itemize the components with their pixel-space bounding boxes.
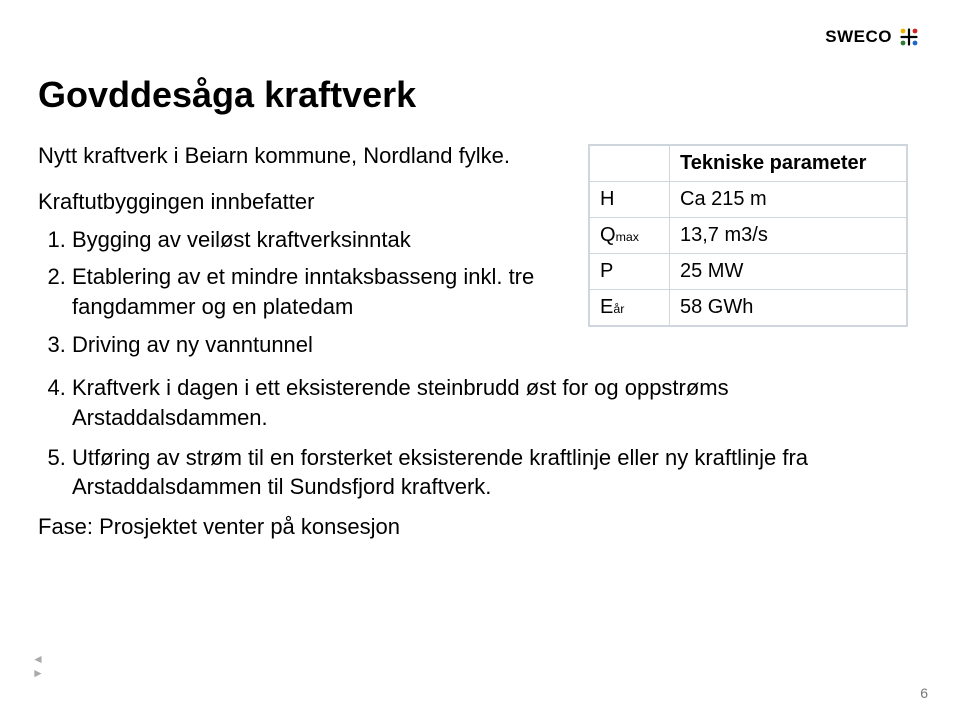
list-item: Driving av ny vanntunnel	[72, 330, 558, 360]
param-label-text: P	[600, 260, 613, 282]
param-label: Eår	[590, 290, 670, 326]
logo-text: SWECO	[825, 27, 892, 47]
left-column: Nytt kraftverk i Beiarn kommune, Nordlan…	[38, 142, 558, 367]
nav-arrows: ◄ ►	[32, 653, 44, 681]
intro-text: Kraftutbyggingen innbefatter	[38, 189, 558, 215]
param-value: 13,7 m3/s	[670, 218, 907, 254]
numbered-list-bottom: Kraftverk i dagen i ett eksisterende ste…	[38, 373, 920, 502]
param-value: Ca 215 m	[670, 182, 907, 218]
phase-text: Fase: Prosjektet venter på konsesjon	[38, 514, 920, 540]
brand-logo: SWECO	[825, 26, 920, 48]
page-number: 6	[920, 685, 928, 701]
param-label: Qmax	[590, 218, 670, 254]
table-row: Eår 58 GWh	[590, 290, 907, 326]
list-item: Etablering av et mindre inntaksbasseng i…	[72, 262, 558, 321]
slide: SWECO Govddesåga kraftverk Nytt kraftver…	[0, 0, 960, 715]
numbered-list-top: Bygging av veiløst kraftverksinntak Etab…	[38, 225, 558, 360]
list-item: Kraftverk i dagen i ett eksisterende ste…	[72, 373, 872, 432]
table-row: Qmax 13,7 m3/s	[590, 218, 907, 254]
list-item: Bygging av veiløst kraftverksinntak	[72, 225, 558, 255]
table-row: H Ca 215 m	[590, 182, 907, 218]
list-item: Utføring av strøm til en forsterket eksi…	[72, 443, 872, 502]
content-area: Govddesåga kraftverk Nytt kraftverk i Be…	[38, 74, 920, 540]
param-label: P	[590, 254, 670, 290]
parameters-table: Tekniske parameter H Ca 215 m Qmax 13,7 …	[588, 144, 908, 327]
param-label-text: H	[600, 188, 614, 210]
next-slide-button[interactable]: ►	[32, 667, 44, 681]
subtitle-text: Nytt kraftverk i Beiarn kommune, Nordlan…	[38, 142, 558, 171]
table-header-row: Tekniske parameter	[590, 146, 907, 182]
table-row: P 25 MW	[590, 254, 907, 290]
page-title: Govddesåga kraftverk	[38, 74, 920, 116]
table-header-label: Tekniske parameter	[670, 146, 907, 182]
logo-mark-icon	[898, 26, 920, 48]
table-header-empty	[590, 146, 670, 182]
prev-slide-button[interactable]: ◄	[32, 653, 44, 667]
param-value: 25 MW	[670, 254, 907, 290]
param-label: H	[590, 182, 670, 218]
param-value: 58 GWh	[670, 290, 907, 326]
upper-row: Nytt kraftverk i Beiarn kommune, Nordlan…	[38, 142, 920, 367]
